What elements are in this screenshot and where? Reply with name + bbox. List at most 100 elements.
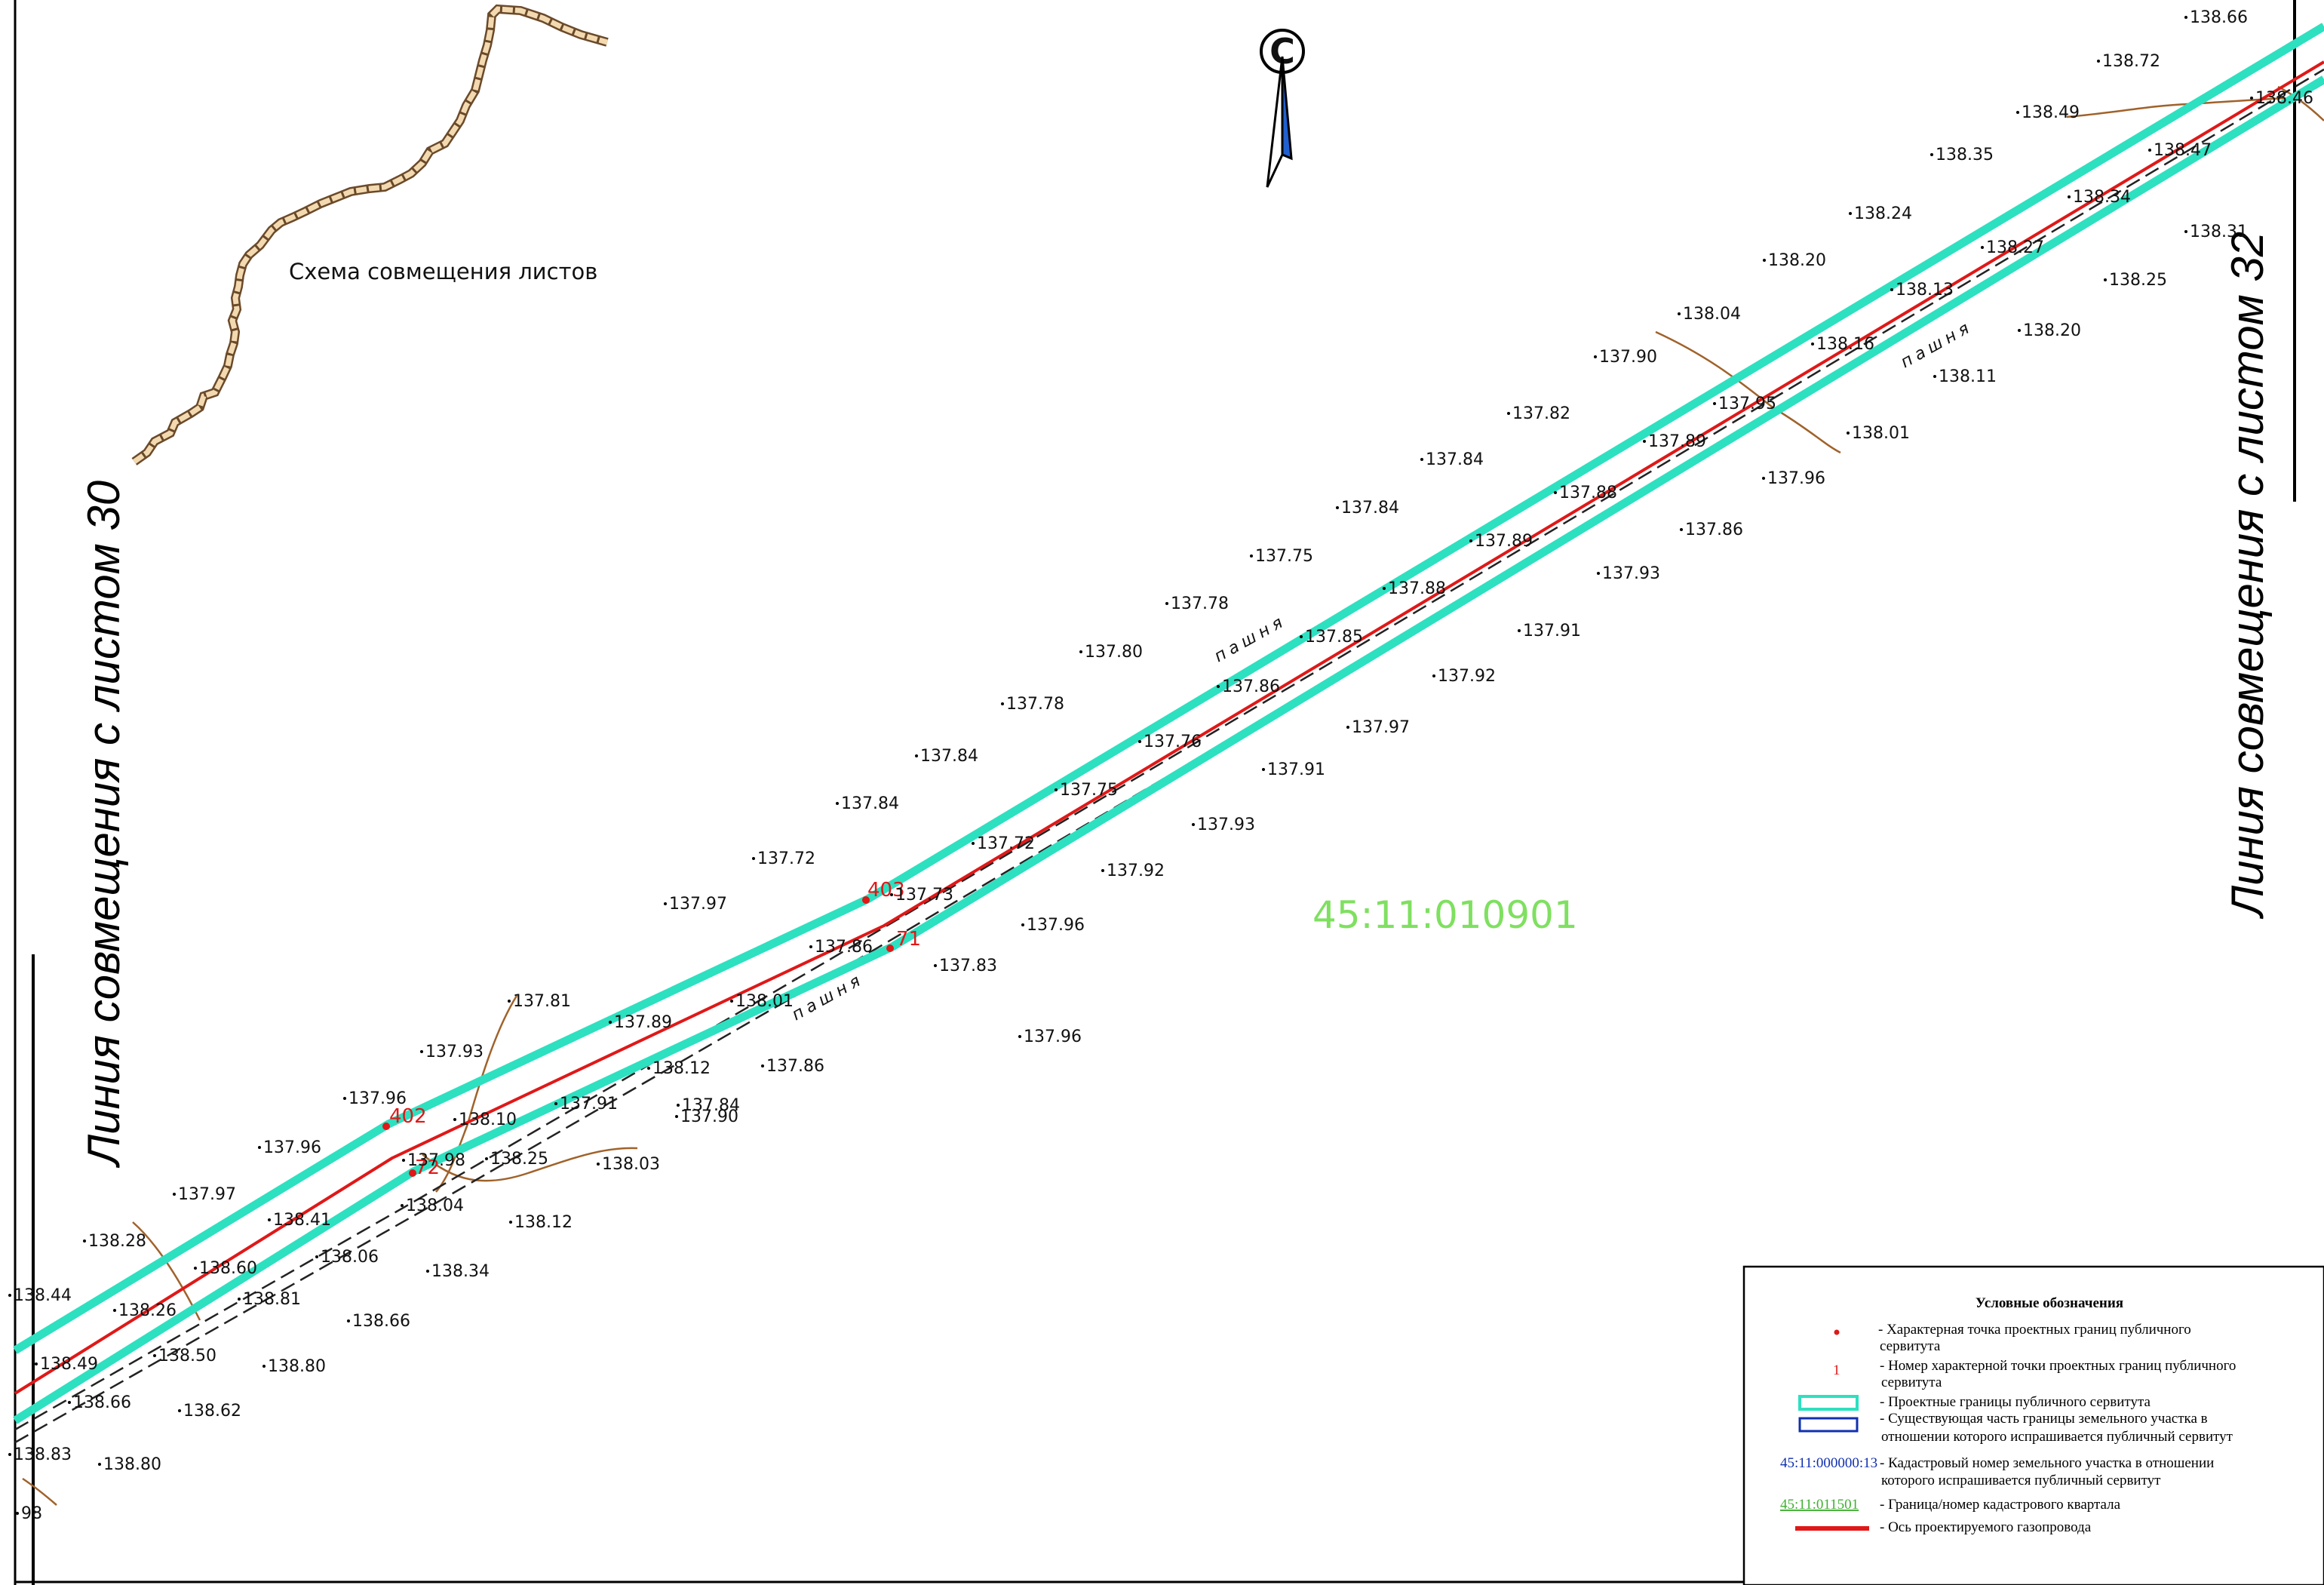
elevation-point-dot	[761, 1064, 764, 1067]
elevation-mark: 138.12	[652, 1059, 711, 1078]
elevation-point-dot	[730, 1000, 733, 1003]
elevation-point-dot	[1678, 312, 1681, 315]
elevation-point-dot	[915, 754, 918, 757]
elevation-point-dot	[343, 1097, 346, 1100]
elevation-mark: 138.66	[2190, 8, 2248, 27]
elevation-point-dot	[1262, 768, 1265, 771]
elevation-point-dot	[35, 1362, 38, 1365]
elevation-point-dot	[2184, 16, 2187, 19]
elevation-mark: 138.16	[1816, 335, 1874, 354]
elevation-point-dot	[1192, 823, 1195, 826]
elevation-mark: 137.95	[1718, 395, 1776, 413]
elevation-mark: 138.28	[88, 1232, 146, 1251]
elevation-mark: 138.20	[2023, 321, 2081, 340]
elevation-mark: 138.66	[73, 1393, 131, 1412]
elevation-point-dot	[8, 1453, 11, 1456]
elevation-point-dot	[178, 1409, 181, 1412]
elevation-mark: 138.01	[1852, 424, 1910, 443]
elevation-point-dot	[597, 1163, 600, 1166]
legend-quarter-number-sample: 45:11:011501	[1780, 1497, 1859, 1513]
point-number-label: 403	[867, 879, 905, 902]
elevation-mark: 137.84	[841, 794, 899, 813]
elevation-mark: 137.89	[1475, 532, 1533, 551]
elevation-point-dot	[1597, 572, 1600, 575]
elevation-point-dot	[890, 893, 893, 896]
elevation-mark: 137.90	[680, 1107, 738, 1126]
elevation-point-dot	[401, 1204, 404, 1207]
elevation-mark: 138.12	[514, 1213, 573, 1232]
elevation-mark: 138.60	[199, 1259, 257, 1278]
elevation-point-dot	[1643, 440, 1646, 443]
elevation-mark: 137.84	[920, 747, 978, 766]
sheet-scheme-inset: Схема совмещения листов	[131, 4, 609, 465]
elevation-mark: 137.84	[1341, 499, 1399, 518]
elevation-point-dot	[664, 902, 667, 905]
elevation-mark: 138.27	[1986, 238, 2044, 257]
elevation-mark: 137.72	[977, 834, 1035, 853]
elevation-point-dot	[1763, 259, 1766, 262]
elevation-mark: 137.73	[895, 886, 953, 905]
legend-item-text: которого испрашивается публичный сервиту…	[1881, 1473, 2161, 1488]
elevation-point-dot	[1518, 629, 1521, 632]
elevation-mark: 138.24	[1854, 204, 1912, 223]
elevation-mark: 137.81	[513, 992, 571, 1011]
elevation-mark: 137.82	[1512, 404, 1570, 423]
sheet-scheme-outline	[131, 4, 609, 465]
terrain-line	[2277, 85, 2324, 121]
elevation-point-dot	[2018, 329, 2021, 332]
legend-item-text: - Ось проектируемого газопровода	[1880, 1519, 2092, 1535]
legend-item-text: отношении которого испрашивается публичн…	[1881, 1429, 2233, 1445]
elevation-mark: 137.91	[1267, 760, 1325, 779]
elevation-point-dot	[809, 945, 812, 948]
sheet-scheme-outline-inner	[132, 6, 608, 464]
point-number-label: 402	[389, 1105, 427, 1128]
elevation-point-dot	[113, 1309, 116, 1312]
land-use-label: пашня	[1898, 317, 1977, 372]
sheet-scheme-title: Схема совмещения листов	[289, 259, 597, 284]
legend-point-symbol	[1834, 1329, 1840, 1335]
elevation-point-dot	[508, 1000, 511, 1003]
elevation-mark: 137.96	[1767, 469, 1825, 488]
gas-pipeline-axis	[14, 60, 2324, 1395]
elevation-mark: 138.31	[2190, 223, 2248, 241]
elevation-point-dot	[554, 1102, 557, 1105]
elevation-mark: 138.25	[490, 1150, 548, 1169]
elevation-point-dot	[1336, 506, 1339, 509]
elevation-mark: 138.72	[2102, 52, 2160, 71]
elevation-mark: 137.89	[1648, 432, 1706, 451]
elevation-point-dot	[1713, 402, 1716, 405]
elevation-point-dot	[677, 1104, 680, 1107]
elevation-mark: 137.93	[1602, 564, 1660, 583]
elevation-mark: 138.46	[2255, 89, 2313, 108]
elevation-mark: 137.96	[263, 1138, 321, 1157]
north-arrow-right-half	[1281, 56, 1293, 161]
elevation-point-dot	[153, 1354, 156, 1357]
elevation-point-dot	[2104, 278, 2107, 281]
elevation-point-dot	[347, 1319, 350, 1322]
legend-parcel-boundary-symbol	[1798, 1417, 1859, 1433]
elevation-mark: 138.44	[14, 1286, 72, 1305]
elevation-mark: 137.93	[1197, 816, 1255, 834]
elevation-mark: 138.04	[1683, 305, 1741, 324]
elevation-point-dot	[1383, 587, 1386, 590]
elevation-point-dot	[1554, 491, 1557, 494]
north-arrow-left-half	[1266, 56, 1284, 188]
elevation-mark: 138.06	[321, 1248, 379, 1267]
legend-item-text: - Номер характерной точки проектных гран…	[1880, 1358, 2236, 1374]
elevation-mark: 137.85	[1305, 628, 1363, 647]
elevation-mark: 137.91	[560, 1095, 618, 1113]
elevation-mark: 138.35	[1936, 146, 1994, 164]
elevation-mark: 138.47	[2154, 141, 2212, 160]
elevation-point-dot	[268, 1218, 271, 1221]
legend-parcel-number-sample: 45:11:000000:13	[1780, 1455, 1877, 1471]
elevation-mark: 138.83	[14, 1445, 72, 1464]
elevation-point-dot	[420, 1050, 423, 1053]
elevation-point-dot	[1018, 1035, 1021, 1038]
elevation-mark: 137.86	[1222, 677, 1280, 696]
elevation-point-dot	[2148, 149, 2151, 152]
legend-item-text: - Проектные границы публичного сервитута	[1880, 1394, 2151, 1410]
elevation-mark: 138.11	[1939, 367, 1997, 386]
elevation-point-dot	[509, 1221, 512, 1224]
elevation-mark: 138.20	[1768, 251, 1826, 270]
